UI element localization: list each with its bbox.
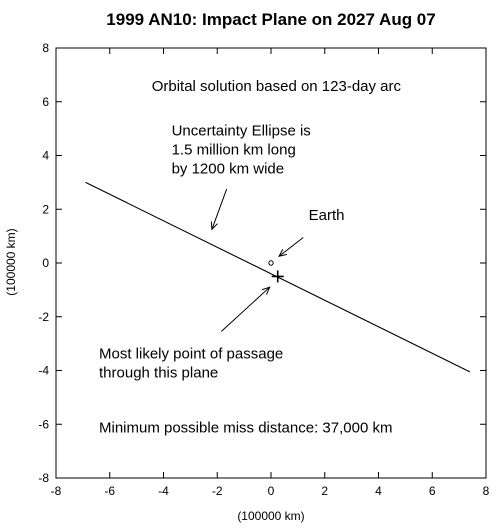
annotation-ellipse-arrow — [211, 188, 228, 230]
x-tick-label: 6 — [429, 484, 436, 498]
annotation-passage-line: through this plane — [99, 364, 218, 381]
y-tick-label: -6 — [38, 417, 49, 431]
annotation-ellipse-line: by 1200 km wide — [172, 160, 285, 177]
annotations: Orbital solution based on 123-day arc Unc… — [99, 78, 402, 436]
annotation-ellipse-line: Uncertainty Ellipse is — [172, 122, 311, 139]
annotation-miss-line: Minimum possible miss distance: 37,000 k… — [99, 419, 392, 436]
y-tick-label: -2 — [38, 310, 49, 324]
data-marks — [85, 181, 471, 373]
x-tick-label: -2 — [212, 484, 223, 498]
x-tick-label: -6 — [104, 484, 115, 498]
x-tick-label: -8 — [51, 484, 62, 498]
annotation-passage-line: Most likely point of passage — [99, 345, 283, 362]
annotation-earth-line: Earth — [309, 207, 345, 224]
y-tick-label: 4 — [42, 149, 49, 163]
y-tick-label: 0 — [42, 256, 49, 270]
x-tick-label: 4 — [375, 484, 382, 498]
y-tick-label: 2 — [42, 202, 49, 216]
annotation-ellipse-line: 1.5 million km long — [172, 141, 296, 158]
x-axis-label: (100000 km) — [237, 509, 304, 523]
annotation-arc-line: Orbital solution based on 123-day arc — [152, 78, 402, 95]
x-tick-label: 2 — [321, 484, 328, 498]
earth-marker — [268, 260, 274, 266]
x-tick-label: 0 — [268, 484, 275, 498]
axis-ticks: -8 -6 -4 -2 0 2 4 6 8 -8 -6 -4 -2 0 2 4 6 8 — [38, 41, 489, 498]
y-tick-label: -8 — [38, 471, 49, 485]
y-axis-label: (100000 km) — [4, 228, 18, 295]
y-tick-label: -4 — [38, 364, 49, 378]
y-tick-label: 6 — [42, 95, 49, 109]
annotation-earth-arrowhead — [278, 248, 287, 258]
y-tick-label: 8 — [42, 41, 49, 55]
annotation-passage-arrow — [220, 286, 270, 332]
annotation-ellipse-arrowhead — [210, 221, 218, 231]
annotation-earth-arrow — [278, 237, 304, 257]
annotation-passage-arrowhead — [261, 286, 271, 295]
chart-title: 1999 AN10: Impact Plane on 2027 Aug 07 — [106, 10, 435, 29]
x-tick-label: -4 — [158, 484, 169, 498]
x-tick-label: 8 — [483, 484, 490, 498]
